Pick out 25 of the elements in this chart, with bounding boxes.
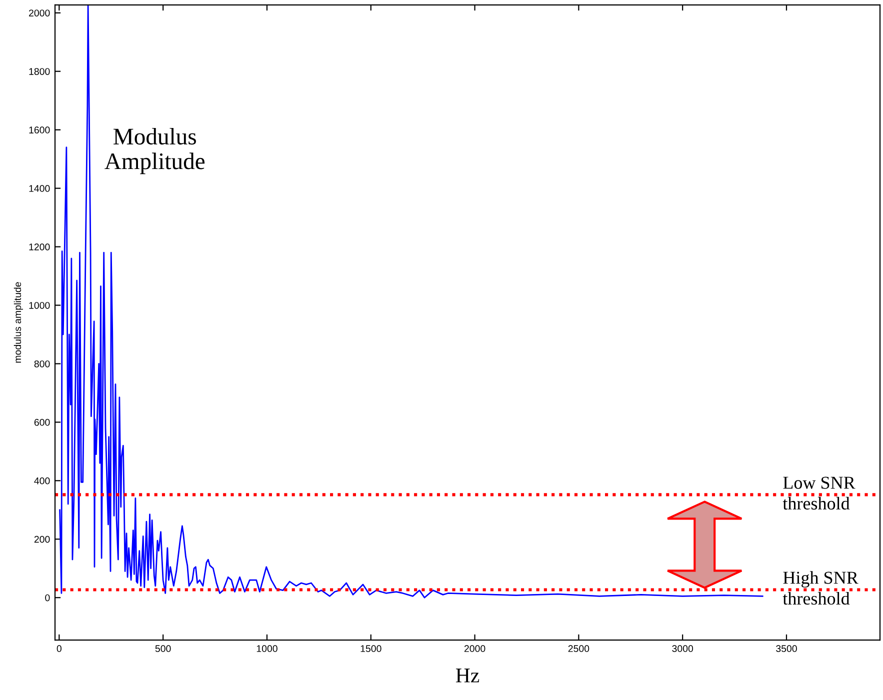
y-tick-label: 0 bbox=[45, 594, 50, 602]
line-series bbox=[59, 4, 764, 598]
annotation: Modulus Amplitude bbox=[104, 128, 205, 174]
y-tick-label: 2000 bbox=[29, 10, 50, 16]
x-tick-label: 0 bbox=[56, 645, 62, 652]
ref-line-label: Low SNR threshold bbox=[782, 476, 856, 510]
y-tick-label: 600 bbox=[34, 418, 50, 426]
y-tick-label: 1400 bbox=[29, 185, 50, 192]
y-tick-label: 400 bbox=[34, 477, 50, 484]
y-tick-label: 800 bbox=[34, 360, 50, 368]
x-tick-label: 500 bbox=[155, 645, 171, 652]
ref-line-label: High SNR threshold bbox=[782, 571, 858, 605]
x-tick-label: 2000 bbox=[464, 645, 486, 652]
y-tick-label: 1600 bbox=[29, 126, 50, 134]
x-tick-label: 2500 bbox=[568, 645, 590, 652]
y-tick-label: 1000 bbox=[29, 302, 50, 309]
y-tick-label: 200 bbox=[34, 536, 50, 543]
x-tick-label: 3000 bbox=[672, 645, 694, 652]
y-tick-label: 1800 bbox=[29, 68, 50, 75]
x-tick-label: 1500 bbox=[360, 645, 382, 652]
x-axis-title: Hz bbox=[456, 668, 480, 682]
x-tick-label: 1000 bbox=[256, 645, 278, 652]
x-tick-label: 3500 bbox=[776, 645, 797, 652]
y-axis-title: modulus amplitude bbox=[14, 282, 23, 363]
y-tick-label: 1200 bbox=[29, 244, 50, 250]
